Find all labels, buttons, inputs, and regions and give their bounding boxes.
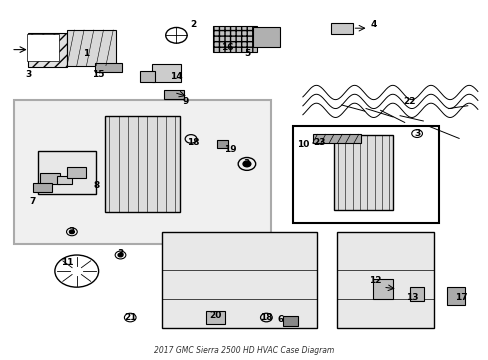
Text: 23: 23 — [313, 138, 325, 147]
Bar — [212, 26, 256, 52]
Bar — [409, 287, 424, 301]
Bar — [372, 279, 392, 299]
Bar — [162, 232, 317, 328]
Bar — [14, 100, 271, 244]
Text: 8: 8 — [93, 181, 99, 190]
Bar — [312, 134, 361, 143]
Text: 17: 17 — [454, 293, 466, 302]
Text: 3: 3 — [69, 227, 75, 236]
Bar — [283, 316, 297, 327]
Text: 19: 19 — [223, 145, 236, 154]
Bar — [40, 173, 60, 184]
Bar — [28, 33, 67, 67]
Text: 22: 22 — [403, 97, 415, 106]
Circle shape — [69, 230, 74, 234]
Text: 11: 11 — [61, 258, 73, 267]
Text: 3: 3 — [117, 249, 123, 258]
Bar — [67, 167, 86, 178]
Text: 3: 3 — [413, 129, 419, 138]
Text: 9: 9 — [183, 97, 189, 106]
Text: 7: 7 — [30, 197, 36, 206]
Text: 2017 GMC Sierra 2500 HD HVAC Case Diagram: 2017 GMC Sierra 2500 HD HVAC Case Diagra… — [154, 346, 334, 355]
Text: 10: 10 — [296, 140, 308, 149]
Bar — [292, 126, 438, 223]
Bar — [205, 311, 224, 324]
Bar — [447, 287, 464, 305]
Text: 13: 13 — [405, 293, 418, 302]
Bar — [67, 30, 116, 66]
Text: 5: 5 — [244, 49, 249, 58]
Text: 12: 12 — [369, 275, 381, 284]
Circle shape — [118, 253, 122, 257]
Bar — [164, 90, 183, 99]
Bar — [140, 71, 154, 82]
Text: 3: 3 — [25, 70, 31, 79]
Text: 3: 3 — [244, 159, 249, 168]
Bar — [330, 23, 352, 33]
Text: 6: 6 — [277, 315, 284, 324]
Text: 14: 14 — [170, 72, 183, 81]
Bar — [334, 135, 392, 210]
Bar — [217, 140, 227, 148]
Text: 20: 20 — [209, 311, 221, 320]
Text: 2: 2 — [190, 20, 196, 29]
Bar — [57, 176, 72, 184]
Bar — [38, 152, 96, 194]
Bar — [252, 27, 279, 47]
Bar — [95, 63, 122, 72]
Text: 21: 21 — [124, 313, 136, 322]
Text: 1: 1 — [83, 49, 89, 58]
Text: 16: 16 — [221, 43, 233, 52]
Bar — [27, 35, 59, 61]
Circle shape — [243, 161, 250, 167]
Text: 18: 18 — [187, 138, 199, 147]
Text: 4: 4 — [369, 20, 376, 29]
Text: 18: 18 — [260, 313, 272, 322]
Bar — [336, 232, 433, 328]
Bar — [152, 64, 181, 82]
Bar — [33, 183, 52, 192]
Bar — [104, 116, 180, 212]
Text: 15: 15 — [92, 70, 104, 79]
